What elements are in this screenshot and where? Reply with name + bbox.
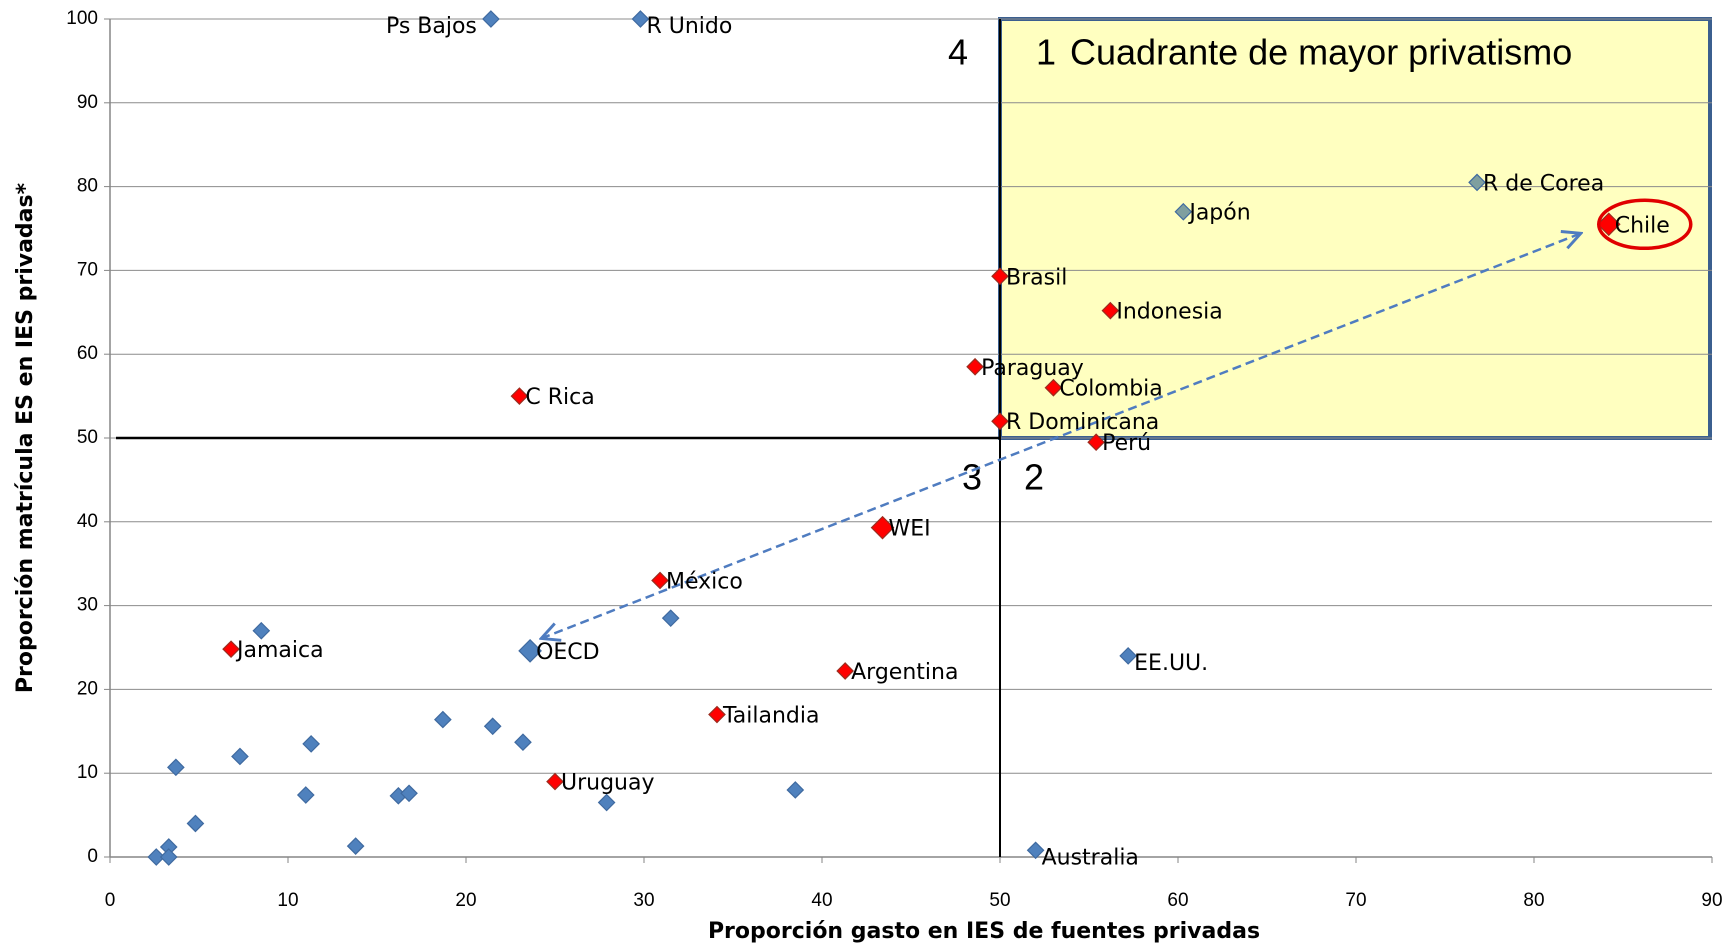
point-label: México [666, 569, 743, 594]
point [651, 571, 669, 590]
point-label: Chile [1615, 213, 1670, 238]
x-tick-label: 30 [633, 890, 654, 911]
point-label: OECD [536, 640, 600, 665]
point [159, 848, 178, 866]
point [991, 267, 1009, 286]
y-tick-label: 0 [87, 846, 98, 867]
y-tick-label: 20 [77, 678, 98, 699]
point-label: Indonesia [1116, 300, 1222, 325]
point [222, 640, 240, 659]
point-label: Colombia [1059, 377, 1162, 402]
point [1044, 378, 1063, 397]
point-label: Japón [1187, 201, 1250, 226]
point [1174, 202, 1193, 221]
point [147, 848, 166, 866]
point-label: Tailandia [722, 704, 820, 729]
point [482, 10, 500, 28]
point [252, 621, 271, 640]
y-axis-title: Proporción matrícula ES en IES privadas* [13, 182, 38, 693]
point-label: Paraguay [981, 356, 1084, 381]
point [870, 515, 895, 540]
point [661, 609, 680, 628]
point [631, 10, 650, 28]
point-label: R Unido [646, 14, 732, 39]
x-tick-label: 40 [811, 890, 832, 911]
point [1026, 841, 1045, 860]
point-label: Brasil [1006, 265, 1067, 290]
quadrant-number: 2 [1024, 457, 1044, 498]
point [231, 747, 249, 766]
point [167, 758, 185, 777]
quadrant-number: 1 [1036, 32, 1056, 73]
y-tick-label: 50 [77, 427, 98, 448]
point [434, 710, 452, 729]
point-label: Perú [1102, 431, 1151, 456]
point [346, 837, 365, 855]
point-label: EE.UU. [1134, 651, 1208, 676]
x-tick-label: 0 [105, 890, 116, 911]
point [708, 705, 726, 724]
point [1596, 212, 1621, 237]
point-label: Ps Bajos [386, 14, 477, 39]
point [991, 412, 1009, 431]
y-tick-label: 90 [77, 92, 98, 113]
point [1119, 647, 1138, 665]
trend-arrow [541, 233, 1581, 638]
x-tick-label: 80 [1523, 890, 1544, 911]
y-tick-label: 10 [77, 762, 98, 783]
point [786, 781, 805, 799]
point [836, 662, 854, 680]
point [546, 772, 564, 791]
y-tick-label: 30 [77, 595, 98, 616]
x-tick-label: 70 [1345, 890, 1366, 911]
point [400, 784, 418, 803]
point [514, 733, 532, 752]
point-label: R Dominicana [1006, 410, 1159, 435]
y-tick-label: 80 [77, 176, 98, 197]
quadrant-title: Cuadrante de mayor privatismo [1070, 32, 1572, 73]
point-label: Jamaica [235, 638, 324, 663]
point-label: Australia [1042, 845, 1139, 870]
point [483, 717, 502, 736]
point [518, 639, 542, 663]
point [186, 814, 205, 833]
point-label: Argentina [851, 660, 958, 685]
quadrant-number: 4 [948, 32, 968, 73]
quadrant-number: 3 [962, 457, 982, 498]
y-tick-label: 70 [77, 259, 98, 280]
x-tick-label: 90 [1701, 890, 1722, 911]
point [510, 387, 529, 405]
point [1101, 301, 1120, 320]
point [1087, 433, 1105, 452]
y-tick-label: 60 [77, 343, 98, 364]
y-tick-label: 40 [77, 511, 98, 532]
point [296, 786, 315, 804]
point [597, 793, 616, 812]
point [966, 357, 984, 376]
point-label: R de Corea [1483, 171, 1604, 196]
point-label: Uruguay [561, 771, 655, 796]
x-tick-label: 60 [1167, 890, 1188, 911]
point [1468, 173, 1486, 192]
x-tick-label: 50 [989, 890, 1010, 911]
x-axis-title: Proporción gasto en IES de fuentes priva… [708, 919, 1260, 944]
point [302, 735, 320, 753]
x-tick-label: 10 [277, 890, 298, 911]
point-label: WEI [889, 517, 931, 542]
x-tick-label: 20 [455, 890, 476, 911]
y-tick-label: 100 [66, 8, 98, 29]
highlight-ring [1597, 198, 1693, 251]
point-label: C Rica [525, 385, 594, 410]
